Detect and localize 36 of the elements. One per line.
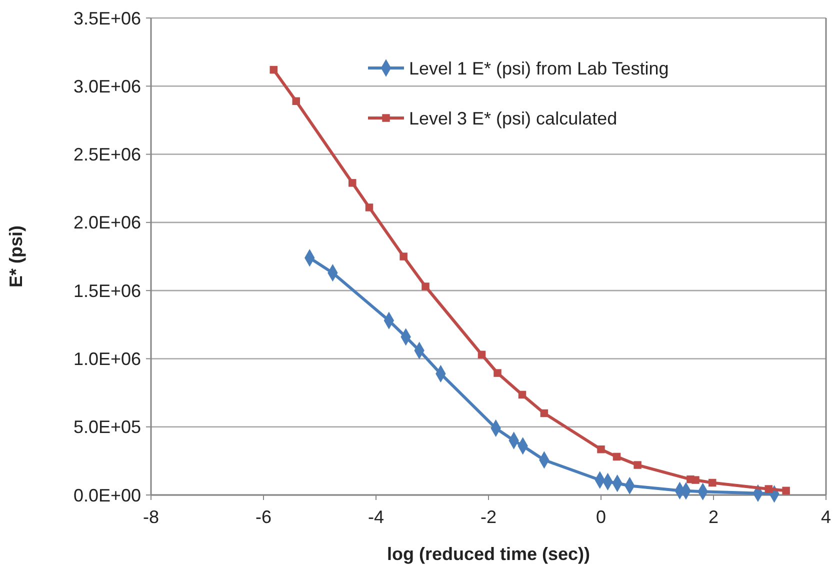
point (478, 350, 486, 358)
point (270, 66, 278, 74)
y-tick-label: 1.5E+06 (73, 280, 141, 301)
x-tick-label: 4 (820, 507, 832, 527)
y-tick-label: 2.5E+06 (73, 144, 141, 165)
point (764, 485, 772, 493)
y-tick-label: 3.5E+06 (73, 8, 141, 28)
point (292, 97, 300, 106)
point (348, 179, 356, 187)
legend-label: Level 3 E* (psi) calculated (409, 108, 618, 128)
point (612, 452, 621, 461)
x-axis-title: log (reduced time (sec)) (386, 544, 590, 564)
x-tick-label: 2 (708, 507, 719, 527)
point (494, 369, 502, 377)
y-tick-label: 3.0E+06 (73, 76, 141, 96)
point (540, 409, 548, 418)
point (708, 478, 716, 487)
y-axis-title: E* (psi) (6, 225, 26, 288)
point (597, 445, 605, 454)
point (634, 461, 642, 469)
x-tick-label: -6 (255, 507, 272, 527)
y-tick-label: 2.0E+06 (73, 212, 141, 233)
x-tick-label: -8 (142, 507, 160, 527)
point (692, 476, 700, 484)
y-tick-label: 1.0E+06 (73, 349, 141, 370)
point (518, 390, 526, 399)
point (365, 204, 374, 212)
point (782, 486, 790, 495)
point (400, 252, 408, 260)
y-tick-label: 5.0E+05 (73, 417, 141, 438)
x-tick-label: -4 (368, 507, 384, 527)
y-tick-label: 0.0E+00 (73, 485, 141, 506)
x-tick-label: -2 (480, 507, 497, 527)
legend-label: Level 1 E* (psi) from Lab Testing (409, 58, 669, 78)
x-tick-label: 0 (596, 507, 606, 527)
point (422, 282, 430, 290)
